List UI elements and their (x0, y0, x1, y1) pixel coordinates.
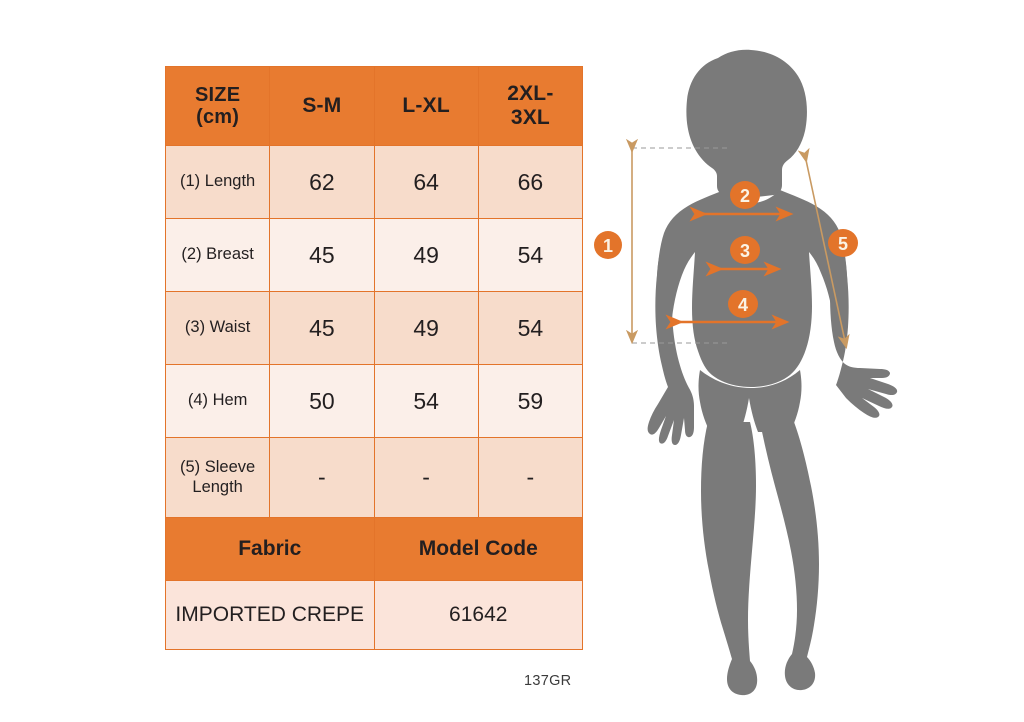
fabric-value-row: IMPORTED CREPE 61642 (165, 580, 583, 650)
row-label-hem: (4) Hem (164, 364, 271, 438)
cell-waist-2xl-3xl: 54 (477, 291, 584, 365)
marker-badge-5-label: 5 (838, 234, 848, 254)
header-size-line1: SIZE (194, 83, 241, 106)
header-size-label: SIZE (cm) (164, 66, 271, 146)
measure-arrow-5-sleeve (797, 147, 850, 350)
marker-badge-3-label: 3 (740, 241, 750, 261)
cell-sleeve-l-xl: - (373, 437, 479, 518)
marker-badge-2-label: 2 (740, 186, 750, 206)
row-label-waist: (3) Waist (164, 291, 271, 365)
row-label-sleeve-line1: (5) Sleeve (180, 457, 256, 476)
header-col-2xl-line1: 2XL- (507, 82, 554, 106)
cell-hem-l-xl: 54 (373, 364, 479, 438)
cell-hem-s-m: 50 (269, 364, 375, 438)
row-label-sleeve-line2: Length (192, 477, 243, 496)
marker-badge-5: 5 (828, 229, 858, 257)
header-col-s-m: S-M (269, 66, 375, 146)
row-label-breast: (2) Breast (164, 218, 271, 292)
marker-badge-1: 1 (594, 231, 622, 259)
measurement-annotations: 1 2 3 4 5 (594, 138, 858, 350)
marker-badge-4: 4 (728, 290, 758, 318)
silhouette-figure-icon (647, 49, 898, 696)
header-col-2xl-line2: 3XL (510, 106, 550, 129)
fabric-header-row: Fabric Model Code (165, 517, 583, 581)
cell-length-l-xl: 64 (373, 145, 479, 219)
header-model-code: Model Code (373, 517, 583, 581)
size-chart-table: SIZE (cm) S-M L-XL 2XL- 3XL (1) Length 6… (164, 66, 584, 650)
table-header-row: SIZE (cm) S-M L-XL 2XL- 3XL (164, 66, 584, 146)
cell-hem-2xl-3xl: 59 (477, 364, 584, 438)
marker-badge-3: 3 (730, 236, 760, 264)
cell-waist-s-m: 45 (269, 291, 375, 365)
table-row: (3) Waist 45 49 54 (164, 291, 584, 365)
cell-length-2xl-3xl: 66 (477, 145, 584, 219)
marker-badge-2: 2 (730, 181, 760, 209)
cell-fabric-value: IMPORTED CREPE (165, 580, 375, 650)
table-row: (4) Hem 50 54 59 (164, 364, 584, 438)
table-row: (2) Breast 45 49 54 (164, 218, 584, 292)
marker-badge-4-label: 4 (738, 295, 748, 315)
row-label-sleeve-length: (5) Sleeve Length (164, 437, 271, 518)
cell-waist-l-xl: 49 (373, 291, 479, 365)
product-code-caption: 137GR (524, 673, 572, 689)
header-fabric: Fabric (165, 517, 375, 581)
cell-breast-2xl-3xl: 54 (477, 218, 584, 292)
marker-badge-1-label: 1 (603, 236, 613, 256)
cell-breast-l-xl: 49 (373, 218, 479, 292)
row-label-length: (1) Length (164, 145, 271, 219)
cell-breast-s-m: 45 (269, 218, 375, 292)
table-row: (5) Sleeve Length - - - (164, 437, 584, 518)
female-silhouette-diagram: 1 2 3 4 5 (594, 49, 898, 696)
measurement-figure-panel: 1 2 3 4 5 (588, 18, 918, 698)
cell-sleeve-s-m: - (269, 437, 375, 518)
cell-length-s-m: 62 (269, 145, 375, 219)
header-size-line2: (cm) (196, 106, 240, 128)
cell-sleeve-2xl-3xl: - (477, 437, 584, 518)
header-col-2xl-3xl: 2XL- 3XL (477, 66, 584, 146)
table-row: (1) Length 62 64 66 (164, 145, 584, 219)
cell-model-code-value: 61642 (373, 580, 583, 650)
header-col-l-xl: L-XL (373, 66, 479, 146)
